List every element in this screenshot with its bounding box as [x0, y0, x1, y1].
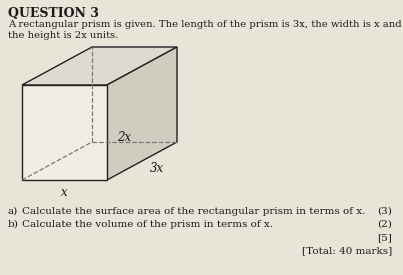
Text: QUESTION 3: QUESTION 3 — [8, 7, 99, 20]
Text: (3): (3) — [377, 207, 392, 216]
Text: 3x: 3x — [150, 163, 164, 175]
Text: x: x — [61, 186, 68, 199]
Text: 2x: 2x — [117, 131, 131, 144]
Text: [5]: [5] — [377, 233, 392, 242]
Text: a): a) — [8, 207, 18, 216]
Text: b): b) — [8, 220, 19, 229]
Text: the height is 2x units.: the height is 2x units. — [8, 31, 118, 40]
Text: [Total: 40 marks]: [Total: 40 marks] — [302, 246, 392, 255]
Polygon shape — [22, 85, 107, 180]
Text: Calculate the surface area of the rectangular prism in terms of x.: Calculate the surface area of the rectan… — [22, 207, 366, 216]
Text: Calculate the volume of the prism in terms of x.: Calculate the volume of the prism in ter… — [22, 220, 273, 229]
Polygon shape — [22, 47, 177, 85]
Text: (2): (2) — [377, 220, 392, 229]
Polygon shape — [107, 47, 177, 180]
Text: A rectangular prism is given. The length of the prism is 3x, the width is x and: A rectangular prism is given. The length… — [8, 20, 402, 29]
